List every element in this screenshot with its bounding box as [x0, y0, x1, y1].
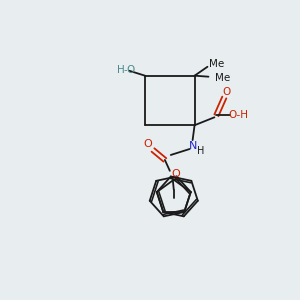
- Text: O: O: [222, 86, 230, 97]
- Text: H: H: [197, 146, 204, 156]
- Text: H: H: [117, 65, 125, 75]
- Text: O-H: O-H: [228, 110, 248, 120]
- Text: -O: -O: [123, 65, 135, 75]
- Text: N: N: [188, 141, 197, 151]
- Text: O: O: [171, 169, 180, 179]
- Text: O: O: [144, 139, 152, 149]
- Text: Me: Me: [209, 59, 224, 69]
- Text: Me: Me: [215, 73, 230, 83]
